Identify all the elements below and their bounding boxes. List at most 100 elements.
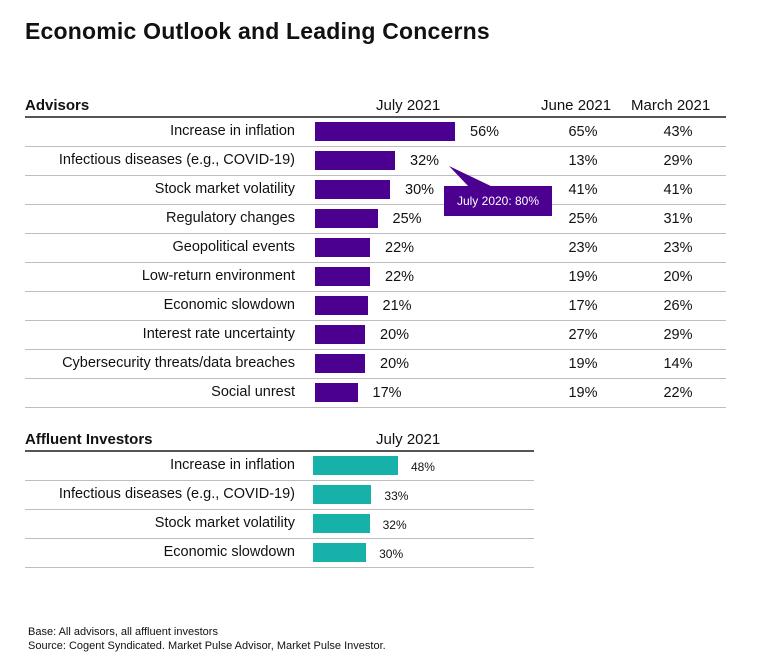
advisors-bar-value: 17% — [372, 385, 402, 401]
advisors-category-label: Increase in inflation — [170, 123, 295, 139]
advisors-row-divider — [25, 378, 726, 379]
investors-category-label: Economic slowdown — [163, 544, 295, 560]
advisors-bar-value: 20% — [380, 356, 410, 372]
advisors-march-value: 23% — [663, 240, 693, 256]
investors-row: Economic slowdown — [25, 538, 295, 567]
advisors-bar — [315, 238, 370, 257]
advisors-march-value: 31% — [663, 211, 693, 227]
advisors-row-divider — [25, 204, 726, 205]
advisors-bar — [315, 209, 378, 228]
investors-category-label: Infectious diseases (e.g., COVID-19) — [58, 486, 295, 502]
advisors-row: Regulatory changes — [25, 204, 295, 233]
advisors-june-value: 17% — [568, 298, 598, 314]
investors-category-label: Increase in inflation — [170, 457, 295, 473]
investors-section-title: Affluent Investors — [25, 431, 153, 448]
investors-bar-value: 32% — [382, 518, 407, 532]
callout-arrow — [449, 166, 495, 188]
advisors-june-value: 19% — [568, 356, 598, 372]
advisors-header-rule — [25, 116, 726, 118]
advisors-row-divider — [25, 291, 726, 292]
advisors-row-divider — [25, 146, 726, 147]
investors-row-divider — [25, 567, 534, 568]
advisors-bar — [315, 383, 358, 402]
advisors-row-divider — [25, 175, 726, 176]
investors-bar-value: 48% — [410, 460, 435, 474]
advisors-category-label: Regulatory changes — [166, 210, 295, 226]
investors-row-divider — [25, 509, 534, 510]
advisors-row-divider — [25, 262, 726, 263]
footnote-base: Base: All advisors, all affluent investo… — [28, 626, 218, 638]
advisors-row: Stock market volatility — [25, 175, 295, 204]
advisors-row: Geopolitical events — [25, 233, 295, 262]
advisors-bar — [315, 354, 365, 373]
footnote-source: Source: Cogent Syndicated. Market Pulse … — [28, 640, 386, 652]
advisors-bar-value: 30% — [405, 182, 435, 198]
advisors-bar — [315, 296, 368, 315]
advisors-category-label: Geopolitical events — [172, 239, 295, 255]
advisors-category-label: Stock market volatility — [154, 181, 295, 197]
advisors-june-value: 65% — [568, 124, 598, 140]
investors-bar — [313, 485, 372, 504]
advisors-march-value: 14% — [663, 356, 693, 372]
investors-row-divider — [25, 538, 534, 539]
advisors-col-june: June 2021 — [541, 97, 612, 114]
advisors-bar-value: 56% — [470, 124, 500, 140]
investors-col-july: July 2021 — [376, 431, 441, 448]
advisors-category-label: Low-return environment — [141, 268, 295, 284]
advisors-march-value: 22% — [663, 385, 693, 401]
advisors-row: Infectious diseases (e.g., COVID-19) — [25, 146, 295, 175]
advisors-bar — [315, 180, 390, 199]
advisors-row-divider — [25, 320, 726, 321]
advisors-march-value: 29% — [663, 153, 693, 169]
investors-bar — [313, 543, 367, 562]
advisors-category-label: Infectious diseases (e.g., COVID-19) — [58, 152, 295, 168]
advisors-bar — [315, 151, 395, 170]
advisors-section-title: Advisors — [25, 97, 90, 114]
advisors-row-divider — [25, 349, 726, 350]
advisors-march-value: 29% — [663, 327, 693, 343]
advisors-bar — [315, 122, 455, 141]
investors-row-divider — [25, 480, 534, 481]
investors-row: Stock market volatility — [25, 509, 295, 538]
advisors-bar-value: 22% — [385, 240, 415, 256]
advisors-june-value: 25% — [568, 211, 598, 227]
advisors-category-label: Cybersecurity threats/data breaches — [62, 355, 295, 371]
advisors-june-value: 13% — [568, 153, 598, 169]
investors-row: Infectious diseases (e.g., COVID-19) — [25, 480, 295, 509]
investors-bar — [313, 456, 398, 475]
investors-category-label: Stock market volatility — [154, 515, 295, 531]
investors-row: Increase in inflation — [25, 451, 295, 480]
investors-bar — [313, 514, 370, 533]
advisors-march-value: 20% — [663, 269, 693, 285]
advisors-row: Cybersecurity threats/data breaches — [25, 349, 295, 378]
advisors-bar-value: 22% — [385, 269, 415, 285]
advisors-bar-value: 25% — [392, 211, 422, 227]
investors-bar-value: 30% — [379, 547, 404, 561]
advisors-row: Interest rate uncertainty — [25, 320, 295, 349]
advisors-row-divider — [25, 407, 726, 408]
advisors-row: Low-return environment — [25, 262, 295, 291]
advisors-col-march: March 2021 — [631, 97, 711, 114]
advisors-june-value: 19% — [568, 385, 598, 401]
advisors-col-july: July 2021 — [376, 97, 441, 114]
advisors-category-label: Interest rate uncertainty — [142, 326, 295, 342]
investors-header-rule — [25, 450, 534, 452]
advisors-march-value: 41% — [663, 182, 693, 198]
advisors-category-label: Economic slowdown — [163, 297, 295, 313]
advisors-bar-value: 20% — [380, 327, 410, 343]
callout-text: July 2020: 80% — [456, 194, 540, 208]
advisors-june-value: 19% — [568, 269, 598, 285]
advisors-june-value: 27% — [568, 327, 598, 343]
advisors-june-value: 23% — [568, 240, 598, 256]
advisors-row-divider — [25, 233, 726, 234]
advisors-june-value: 41% — [568, 182, 598, 198]
advisors-bar-value: 32% — [410, 153, 440, 169]
advisors-march-value: 43% — [663, 124, 693, 140]
advisors-bar — [315, 267, 370, 286]
callout-box: July 2020: 80% — [444, 186, 552, 216]
advisors-category-label: Social unrest — [211, 384, 295, 400]
advisors-bar — [315, 325, 365, 344]
advisors-march-value: 26% — [663, 298, 693, 314]
investors-bar-value: 33% — [384, 489, 409, 503]
